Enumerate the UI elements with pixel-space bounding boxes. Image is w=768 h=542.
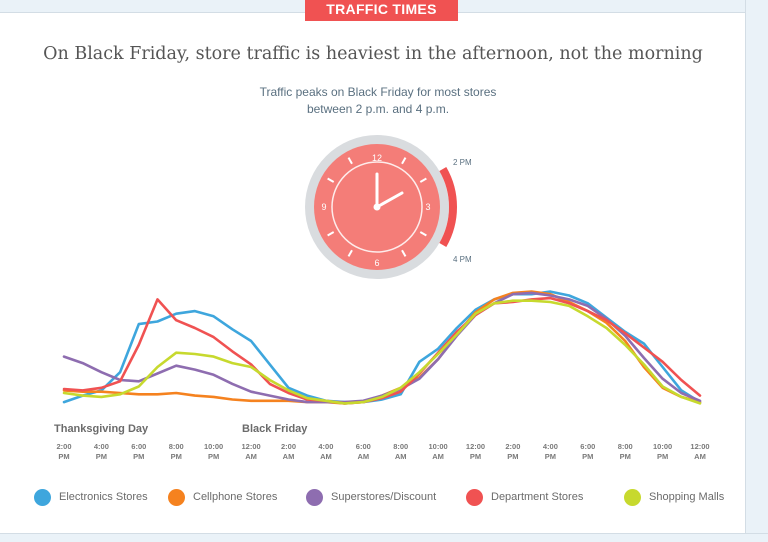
legend-label: Shopping Malls <box>649 491 725 503</box>
x-tick-label: 4:00 <box>318 442 333 451</box>
x-tick-label: AM <box>694 452 706 461</box>
clock-number-3: 3 <box>425 202 430 212</box>
legend-swatch <box>168 488 185 506</box>
x-tick-label: 2:00 <box>505 442 520 451</box>
legend-label: Superstores/Discount <box>331 491 437 503</box>
x-tick-label: PM <box>96 452 107 461</box>
clock-illustration: 12 3 6 9 2 PM 4 PM <box>305 135 472 279</box>
legend-label: Department Stores <box>491 491 584 503</box>
clock-tick <box>401 157 407 165</box>
series-line-superstores-discount <box>62 291 702 404</box>
legend-item: Superstores/Discount <box>306 486 436 508</box>
clock-tick-marks <box>327 157 427 257</box>
legend-swatch <box>624 488 641 506</box>
clock-tick <box>419 177 427 183</box>
x-tick-label: AM <box>245 452 257 461</box>
x-tick-label: PM <box>208 452 219 461</box>
x-tick-label: PM <box>545 452 556 461</box>
legend-item: Department Stores <box>466 486 583 508</box>
clock-range-start-label: 2 PM <box>453 158 472 167</box>
x-tick-label: PM <box>171 452 182 461</box>
section-badge: TRAFFIC TIMES <box>305 0 458 21</box>
clock-center-pin <box>373 203 381 211</box>
x-tick-label: AM <box>395 452 407 461</box>
clock-inner-ring <box>331 161 423 253</box>
x-tick-label: 12:00 <box>690 442 709 451</box>
x-tick-label: PM <box>133 452 144 461</box>
x-tick-label: 2:00 <box>56 442 71 451</box>
legend-item: Electronics Stores <box>34 486 148 508</box>
x-tick-label: PM <box>582 452 593 461</box>
x-tick-label: PM <box>620 452 631 461</box>
series-line-shopping-malls <box>62 299 702 405</box>
x-tick-label: 2:00 <box>281 442 296 451</box>
clock-number-6: 6 <box>374 258 379 268</box>
clock-number-12: 12 <box>372 153 382 163</box>
legend-swatch <box>306 488 323 506</box>
clock-tick <box>327 231 335 237</box>
clock-tick <box>401 249 407 257</box>
series-line-department-stores <box>62 296 702 405</box>
legend-swatch <box>466 488 483 506</box>
subtitle: Traffic peaks on Black Friday for most s… <box>0 84 756 118</box>
subtitle-line-1: Traffic peaks on Black Friday for most s… <box>259 85 497 99</box>
day-label-thanksgiving: Thanksgiving Day <box>54 423 149 435</box>
clock-number-9: 9 <box>321 202 326 212</box>
x-tick-label: 10:00 <box>429 442 448 451</box>
x-tick-label: 4:00 <box>543 442 558 451</box>
window-right-border <box>745 0 768 542</box>
x-tick-label: PM <box>470 452 481 461</box>
clock-range-end-label: 4 PM <box>453 255 472 264</box>
x-tick-label: 8:00 <box>618 442 633 451</box>
legend-label: Electronics Stores <box>59 491 148 503</box>
x-tick-label: AM <box>320 452 332 461</box>
x-tick-label: AM <box>283 452 295 461</box>
legend-label: Cellphone Stores <box>193 491 278 503</box>
x-tick-label: 8:00 <box>393 442 408 451</box>
x-tick-label: 12:00 <box>466 442 485 451</box>
x-tick-label: AM <box>357 452 369 461</box>
legend-swatch <box>34 488 51 506</box>
legend-item: Shopping Malls <box>624 486 724 508</box>
clock-tick <box>327 177 335 183</box>
day-label-black-friday: Black Friday <box>242 423 308 435</box>
chart-legend: Electronics Stores Cellphone Stores Supers… <box>34 486 744 508</box>
clock-tick <box>347 249 353 257</box>
clock-tick <box>347 157 353 165</box>
x-tick-label: 8:00 <box>169 442 184 451</box>
subtitle-line-2: between 2 p.m. and 4 p.m. <box>306 102 450 116</box>
window-bottom-border <box>0 533 768 542</box>
chart-series-layer <box>62 290 702 405</box>
x-tick-label: 10:00 <box>204 442 223 451</box>
series-line-electronics-stores <box>62 290 702 404</box>
x-tick-label: PM <box>507 452 518 461</box>
clock-hour-hand <box>375 191 404 209</box>
series-line-cellphone-stores <box>62 290 702 405</box>
x-tick-label: 4:00 <box>94 442 109 451</box>
x-tick-label: AM <box>432 452 444 461</box>
x-tick-label: 10:00 <box>653 442 672 451</box>
x-tick-label: 12:00 <box>242 442 261 451</box>
clock-peak-arc <box>439 167 457 247</box>
x-tick-label: PM <box>58 452 69 461</box>
x-tick-label: 6:00 <box>356 442 371 451</box>
x-tick-label: 6:00 <box>131 442 146 451</box>
x-tick-label: PM <box>657 452 668 461</box>
headline: On Black Friday, store traffic is heavie… <box>43 44 703 64</box>
clock-tick <box>419 231 427 237</box>
legend-item: Cellphone Stores <box>168 486 277 508</box>
x-tick-label: 6:00 <box>580 442 595 451</box>
x-axis-ticks: 2:00PM4:00PM6:00PM8:00PM10:00PM12:00AM2:… <box>56 442 709 461</box>
